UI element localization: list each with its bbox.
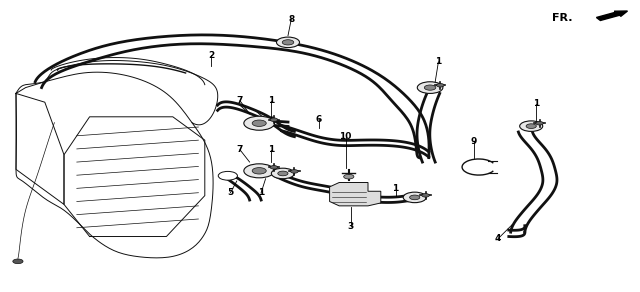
- Text: 1: 1: [268, 96, 275, 105]
- Text: 10: 10: [339, 132, 352, 141]
- Text: 1: 1: [392, 184, 399, 192]
- Circle shape: [536, 121, 543, 125]
- Circle shape: [417, 82, 443, 93]
- Text: 7: 7: [237, 145, 243, 154]
- Text: FR.: FR.: [552, 13, 573, 22]
- FancyArrow shape: [596, 11, 627, 20]
- Circle shape: [244, 116, 275, 130]
- Text: 5: 5: [227, 188, 234, 197]
- Text: 9: 9: [470, 137, 477, 146]
- Circle shape: [252, 120, 266, 126]
- Circle shape: [422, 194, 429, 197]
- Text: 3: 3: [348, 222, 354, 231]
- Circle shape: [270, 118, 278, 121]
- Circle shape: [436, 84, 444, 87]
- Circle shape: [252, 168, 266, 174]
- Text: 4: 4: [495, 234, 501, 243]
- Circle shape: [13, 259, 23, 264]
- Circle shape: [276, 37, 300, 48]
- Polygon shape: [330, 182, 381, 206]
- Circle shape: [218, 171, 237, 180]
- Text: 1: 1: [268, 145, 275, 154]
- Circle shape: [282, 40, 294, 45]
- Text: 2: 2: [208, 51, 214, 60]
- Circle shape: [278, 171, 288, 176]
- Text: 7: 7: [237, 96, 243, 105]
- Circle shape: [291, 170, 298, 173]
- Text: 1: 1: [435, 58, 442, 66]
- Text: 1: 1: [533, 99, 540, 108]
- Circle shape: [403, 192, 426, 203]
- Circle shape: [526, 124, 536, 128]
- Circle shape: [410, 195, 420, 200]
- Circle shape: [520, 121, 543, 131]
- Circle shape: [270, 166, 278, 169]
- Circle shape: [344, 174, 354, 179]
- Circle shape: [271, 168, 294, 179]
- Text: 8: 8: [288, 15, 294, 24]
- Circle shape: [244, 164, 275, 178]
- Text: 1: 1: [258, 188, 264, 197]
- Text: 6: 6: [316, 115, 322, 124]
- Circle shape: [424, 85, 436, 90]
